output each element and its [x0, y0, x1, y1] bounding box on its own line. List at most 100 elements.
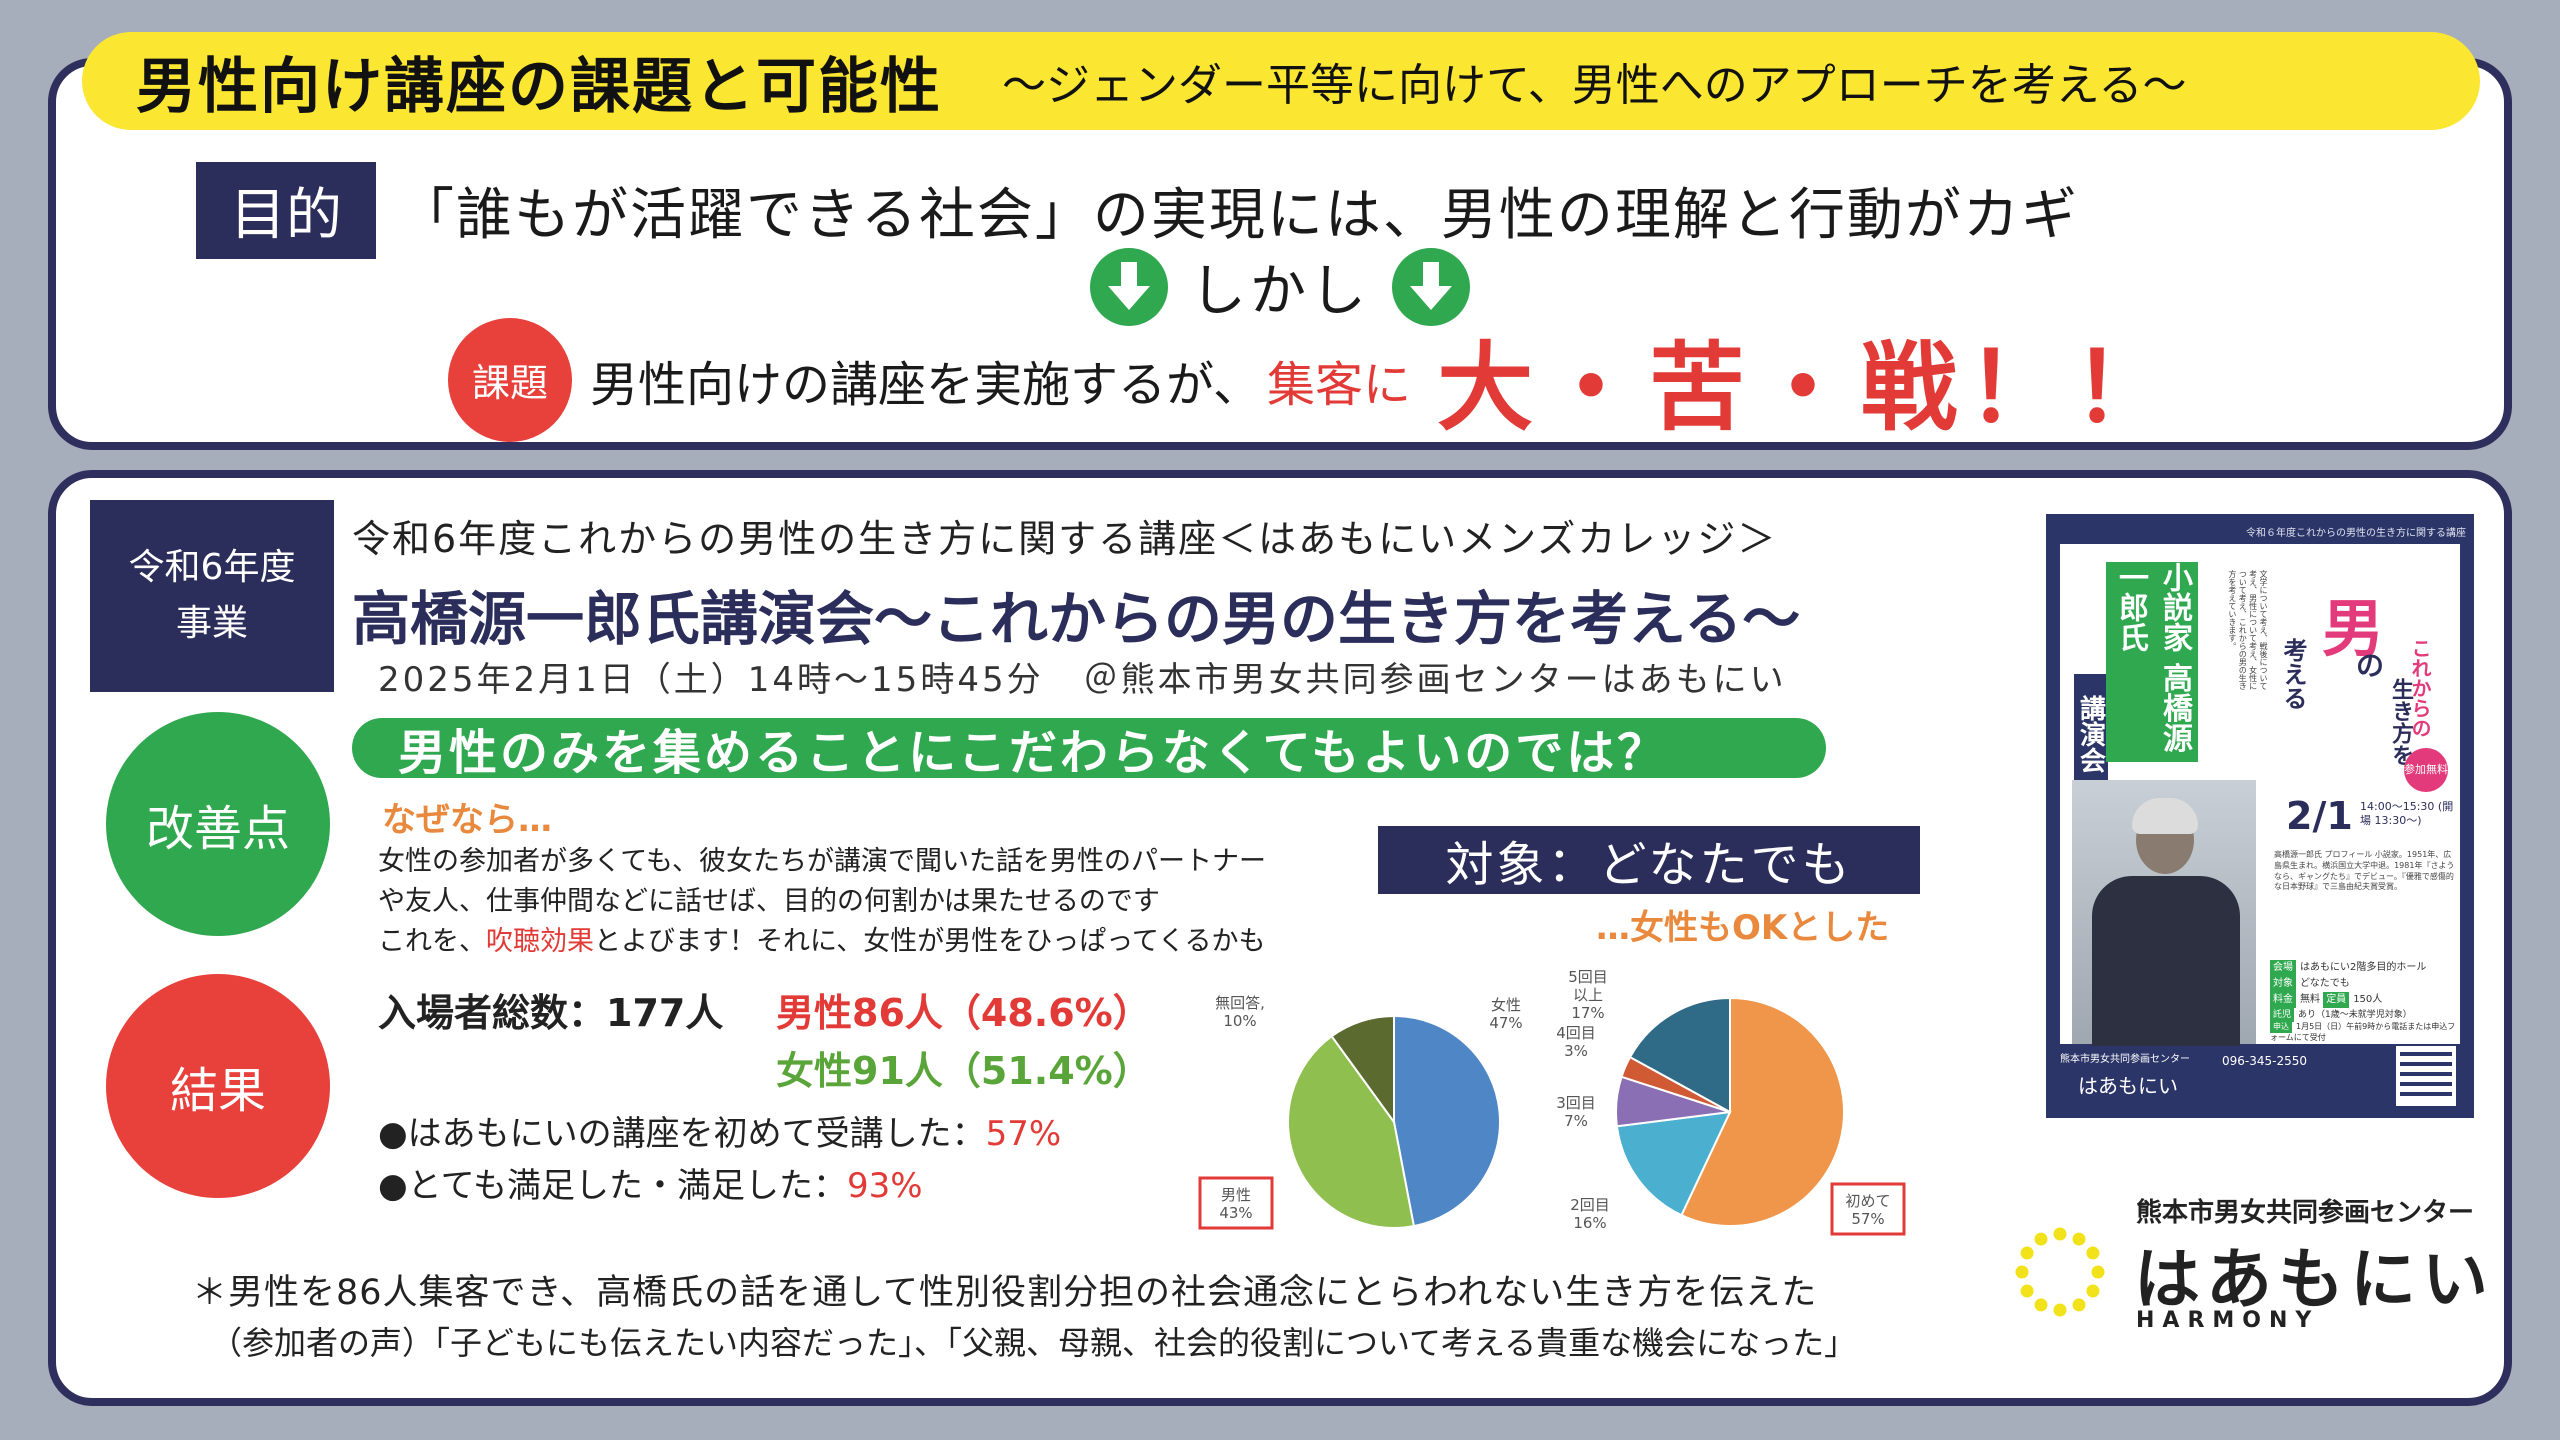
pie-label-4: 5回目以上 17%	[1568, 968, 1608, 1022]
however-row: しかし	[0, 246, 2560, 327]
reason-line: 女性の参加者が多くても、彼女たちが講演で聞いた話を男性のパートナー	[378, 846, 1267, 877]
logo-dot	[2072, 1298, 2086, 1312]
issue-red-text: 集客に	[1267, 356, 1412, 413]
pie-slice-0	[1680, 996, 1845, 1227]
center-name: 熊本市男女共同参画センター	[2136, 1198, 2475, 1228]
flyer-h-korekara: これからの	[2408, 638, 2432, 738]
logo-dot	[2053, 1227, 2067, 1241]
flyer-h-kangaeru: 考える	[2279, 638, 2307, 710]
first-time-stat: ●はあもにいの講座を初めて受講した：57%	[378, 1106, 1061, 1155]
pie-slice-0	[1393, 1014, 1501, 1228]
because-text: なぜなら…	[382, 800, 552, 840]
issue-label: 課題	[448, 317, 572, 442]
harmony-logo-sub: HARMONY	[2136, 1308, 2320, 1333]
info-value: 無料	[2300, 994, 2320, 1005]
logo-dot	[2015, 1265, 2029, 1279]
info-value: どなたでも	[2300, 978, 2350, 989]
flyer-time: 14:00～15:30 (開場 13:30～)	[2360, 800, 2454, 828]
logo-dot	[2086, 1246, 2100, 1260]
result-label: 結果	[106, 974, 330, 1198]
flyer-headline: 考える 男 これからの の 生き方を	[2256, 578, 2456, 778]
event-flyer: 令和６年度これからの男性の生き方に関する講座 講演会 小説家 高橋源一郎氏 文学…	[2046, 514, 2474, 1118]
reason-line: これを、吹聴効果とよびます！それに、女性が男性をひっぱってくるかも	[378, 922, 1266, 962]
purpose-row: 目的 「誰もが活躍できる社会」の実現には、男性の理解と行動がカギ	[196, 162, 2079, 259]
footer-voice: （参加者の声）「子どもにも伝えたい内容だった」、「父親、母親、社会的役割について…	[210, 1324, 1857, 1362]
page-title: 男性向け講座の課題と可能性	[136, 51, 942, 122]
satisfied-value: 93%	[846, 1166, 923, 1206]
info-key: 料金	[2270, 992, 2296, 1008]
issue-text: 男性向けの講座を実施するが、	[590, 356, 1262, 413]
first-time-label: ●はあもにいの講座を初めて受講した：	[378, 1114, 986, 1154]
info-value: 1月5日（日）午前9時から電話または申込フォームにて受付	[2270, 1022, 2456, 1042]
flyer-intro-text: 文学について考え、戦後について考え、男性について考え、女性について考え、これから…	[2227, 570, 2268, 690]
pie-highlight-box	[1830, 1182, 1906, 1236]
target-label: 対象：どなたでも	[1378, 826, 1920, 894]
project-year: 令和6年度	[128, 547, 296, 589]
title-banner: 男性向け講座の課題と可能性 ～ジェンダー平等に向けて、男性へのアプローチを考える…	[82, 32, 2480, 130]
logo-dot	[2020, 1246, 2034, 1260]
pie-slice-1	[1615, 1110, 1732, 1217]
pie-slice-2	[1330, 1014, 1395, 1126]
flyer-logo: はあもにい	[2078, 1074, 2178, 1098]
improvement-banner: 男性のみを集めることにこだわらなくてもよいのでは？	[352, 718, 1826, 781]
photo-body	[2092, 876, 2240, 1046]
info-value: あり（1歳～未就学児対象）	[2298, 1010, 2412, 1020]
logo-dot	[2020, 1284, 2034, 1298]
lecture-title: 高橋源一郎氏講演会～これからの男の生き方を考える～	[352, 585, 1801, 653]
speaker-photo	[2072, 780, 2256, 1046]
flyer-h-otoko: 男	[2322, 592, 2385, 665]
lecture-venue: ＠熊本市男女共同参画センターはあもにい	[1083, 660, 1787, 700]
flyer-h-ikikata: 生き方を	[2388, 678, 2413, 766]
flyer-info: 会場 はあもにい2階多目的ホール 対象 どなたでも 料金 無料 定員 150人 託児 あり…	[2270, 960, 2456, 1043]
however-text: しかし	[1190, 259, 1370, 324]
flyer-phone: 096-345-2550	[2222, 1054, 2308, 1068]
target-note: …女性もOKとした	[1596, 908, 1890, 948]
lecture-date: 2025年2月1日（土）14時～15時45分	[378, 660, 1044, 700]
footer-summary: ＊男性を86人集客でき、高橋氏の話を通して性別役割分担の社会通念にとらわれない生…	[192, 1273, 1818, 1313]
issue-big-text: 大・苦・戦！！	[1437, 332, 2180, 444]
logo-dot	[2072, 1232, 2086, 1246]
flyer-center-name: 熊本市男女共同参画センター	[2060, 1054, 2190, 1065]
pie-slice-4	[1628, 996, 1731, 1114]
photo-hair	[2132, 798, 2198, 834]
arrow-down-icon	[1090, 247, 1168, 326]
purpose-label: 目的	[196, 162, 376, 259]
total-visitors: 入場者総数：177人	[378, 991, 724, 1035]
flyer-topline: 令和６年度これからの男性の生き方に関する講座	[2246, 528, 2466, 539]
pie-highlight-box	[1198, 1176, 1274, 1230]
harmony-logo-text: はあもにい	[2134, 1241, 2494, 1318]
issue-row: 課題 男性向けの講座を実施するが、 集客に 大・苦・戦！！	[448, 310, 2179, 449]
logo-dot	[2091, 1265, 2105, 1279]
logo-dot	[2034, 1232, 2048, 1246]
info-key: 定員	[2323, 992, 2350, 1008]
logo-dot	[2086, 1284, 2100, 1298]
qr-code-icon	[2396, 1046, 2456, 1106]
pie-label-0: 女性 47%	[1489, 996, 1522, 1032]
pie-label-2: 無回答, 10%	[1215, 994, 1265, 1030]
flyer-h-no: の	[2356, 649, 2385, 682]
purpose-text: 「誰もが活躍できる社会」の実現には、男性の理解と行動がカギ	[398, 183, 2079, 248]
pie-label-1: 男性 43%	[1219, 1186, 1252, 1222]
pie-slice-1	[1287, 1034, 1416, 1229]
pie-label-2: 3回目 7%	[1556, 1094, 1596, 1130]
project-year-box: 令和6年度 事業	[90, 500, 334, 692]
pie-label-0: 初めて 57%	[1845, 1192, 1890, 1228]
flyer-speaker-badge: 小説家 高橋源一郎氏	[2106, 562, 2198, 762]
first-time-value: 57%	[985, 1114, 1062, 1154]
visits-pie-chart: 初めて 57% 2回目 16% 3回目 7% 4回目 3%5回目以上 17%	[1556, 968, 1906, 1236]
page-subtitle: ～ジェンダー平等に向けて、男性へのアプローチを考える～	[1002, 60, 2187, 111]
improvement-label: 改善点	[106, 712, 330, 936]
lecture-series: 令和6年度これからの男性の生き方に関する講座＜はあもにいメンズカレッジ＞	[352, 517, 1778, 561]
info-key: 申込	[2270, 1022, 2292, 1033]
logo-dot	[2053, 1303, 2067, 1317]
flyer-kouen: 講演会	[2074, 674, 2108, 794]
flyer-profile: 高橋源一郎氏 プロフィール 小説家。1951年、広島県生まれ。横浜国立大学中退。…	[2274, 850, 2455, 892]
reason-red: 吹聴効果	[486, 925, 594, 957]
lecture-date-venue: 2025年2月1日（土）14時～15時45分 ＠熊本市男女共同参画センターはあもに…	[378, 652, 1787, 701]
reason-post: とよびます！それに、女性が男性をひっぱってくるかも	[594, 925, 1266, 957]
arrow-down-icon	[1392, 247, 1470, 326]
info-key: 会場	[2270, 960, 2296, 976]
project-kind: 事業	[175, 603, 248, 644]
info-key: 託児	[2270, 1008, 2295, 1023]
male-stat: 男性86人（48.6%）	[776, 991, 1151, 1035]
